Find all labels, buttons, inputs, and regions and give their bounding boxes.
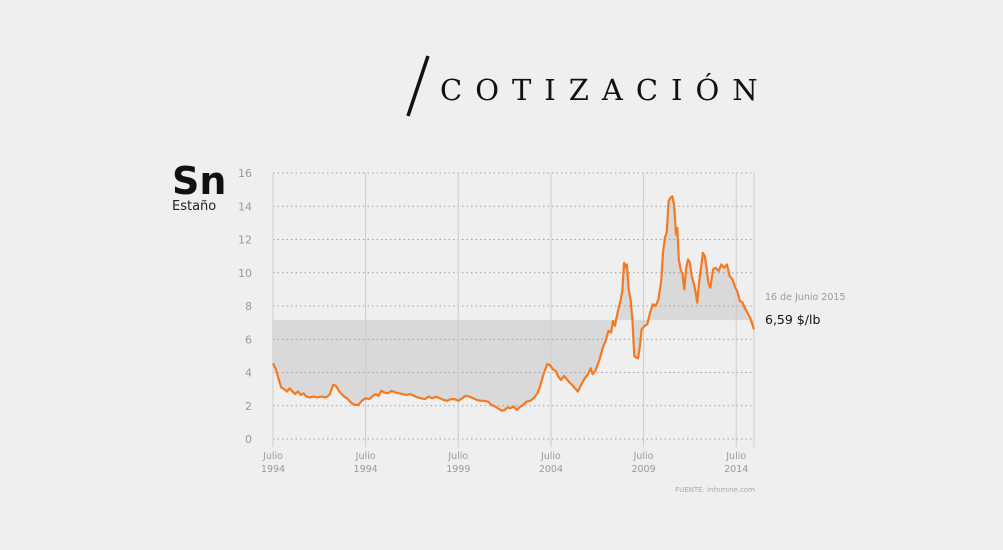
last-value-label: 6,59 $/lb <box>765 312 820 327</box>
y-tick-label: 6 <box>245 333 252 346</box>
header-slash-icon <box>406 55 430 117</box>
metal-name: Estaño <box>172 199 217 214</box>
x-tick-label: Julio <box>540 451 561 462</box>
metal-symbol: Sn <box>172 159 227 203</box>
source-label: FUENTE: infomine.com <box>675 486 755 494</box>
y-tick-label: 12 <box>238 234 252 247</box>
x-tick-label: Julio <box>447 451 468 462</box>
y-tick-label: 4 <box>245 367 252 380</box>
x-tick-label: 1994 <box>354 464 378 475</box>
x-tick-label: Julio <box>355 451 376 462</box>
y-tick-label: 0 <box>245 433 252 446</box>
y-tick-label: 14 <box>238 200 252 213</box>
x-tick-label: 2014 <box>724 464 748 475</box>
price-series <box>272 195 756 412</box>
y-tick-label: 8 <box>245 300 252 313</box>
price-line <box>272 195 756 412</box>
x-tick-label: Julio <box>262 451 283 462</box>
x-tick-label: 1999 <box>446 464 470 475</box>
chart-axes: 0 2 4 6 8 10 12 14 16 Julio 1994 Julio 1994 Julio 1999… <box>238 167 748 475</box>
page-title: COTIZACIÓN <box>440 73 771 107</box>
x-tick-label: 2004 <box>539 464 563 475</box>
x-tick-label: 2009 <box>631 464 655 475</box>
last-date-label: 16 de Junio 2015 <box>765 292 846 303</box>
reference-band <box>273 196 754 411</box>
x-tick-label: Julio <box>633 451 654 462</box>
reference-area <box>273 196 754 411</box>
x-tick-label: 1994 <box>261 464 285 475</box>
y-tick-label: 16 <box>238 167 252 180</box>
y-tick-label: 2 <box>245 400 252 413</box>
x-tick-label: Julio <box>725 451 746 462</box>
y-tick-label: 10 <box>238 267 252 280</box>
